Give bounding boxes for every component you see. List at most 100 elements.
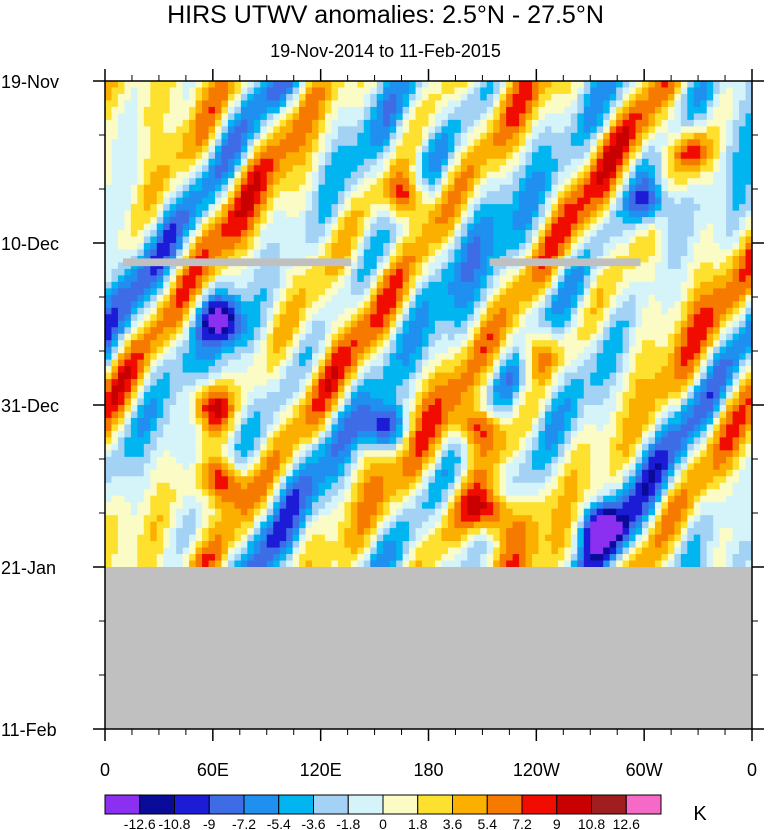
field-cell xyxy=(428,366,436,374)
field-cell xyxy=(596,106,604,114)
field-cell xyxy=(182,236,190,244)
field-cell xyxy=(642,398,650,406)
field-cell xyxy=(441,217,449,225)
field-cell xyxy=(713,145,721,153)
field-cell xyxy=(564,301,572,309)
field-cell xyxy=(389,366,397,374)
field-cell xyxy=(577,320,585,328)
field-cell xyxy=(525,346,533,354)
field-cell xyxy=(460,366,468,374)
field-cell xyxy=(363,333,371,341)
field-cell xyxy=(176,379,184,387)
field-cell xyxy=(208,398,216,406)
field-cell xyxy=(713,81,721,89)
field-cell xyxy=(629,223,637,231)
field-cell xyxy=(409,301,417,309)
field-cell xyxy=(732,268,740,276)
field-cell xyxy=(299,106,307,114)
field-cell xyxy=(532,119,540,127)
field-cell xyxy=(609,353,617,361)
field-cell xyxy=(629,243,637,251)
field-cell xyxy=(318,327,326,335)
field-cell xyxy=(467,249,475,257)
field-cell xyxy=(713,359,721,367)
field-cell xyxy=(389,100,397,108)
field-cell xyxy=(590,288,598,296)
field-cell xyxy=(525,320,533,328)
field-cell xyxy=(331,281,339,289)
field-cell xyxy=(544,145,553,153)
field-cell xyxy=(583,145,591,153)
field-cell xyxy=(441,145,449,153)
field-cell xyxy=(409,210,417,218)
field-cell xyxy=(260,184,268,192)
field-cell xyxy=(305,353,313,361)
field-cell xyxy=(415,281,423,289)
field-cell xyxy=(739,204,747,212)
field-cell xyxy=(654,262,663,270)
field-cell xyxy=(111,100,119,108)
field-cell xyxy=(305,359,313,367)
field-cell xyxy=(182,184,190,192)
field-cell xyxy=(642,392,650,400)
field-cell xyxy=(214,346,223,354)
field-cell xyxy=(667,106,675,114)
field-cell xyxy=(732,119,740,127)
field-cell xyxy=(680,268,688,276)
field-cell xyxy=(111,152,119,160)
field-cell xyxy=(661,262,669,270)
field-cell xyxy=(176,171,184,179)
field-cell xyxy=(337,158,345,166)
field-cell xyxy=(447,327,455,335)
field-cell xyxy=(402,262,410,270)
field-cell xyxy=(622,197,630,205)
field-cell xyxy=(344,327,352,335)
field-cell xyxy=(706,307,714,315)
field-cell xyxy=(143,230,151,238)
field-cell xyxy=(169,327,177,335)
field-cell xyxy=(480,249,488,257)
field-cell xyxy=(544,217,553,225)
field-cell xyxy=(402,197,410,205)
field-cell xyxy=(629,139,637,147)
field-cell xyxy=(324,327,333,335)
field-cell xyxy=(150,230,158,238)
field-cell xyxy=(564,314,572,322)
field-cell xyxy=(642,301,650,309)
field-cell xyxy=(163,184,171,192)
field-cell xyxy=(499,398,507,406)
field-cell xyxy=(312,165,320,173)
field-cell xyxy=(247,392,255,400)
field-cell xyxy=(590,197,598,205)
field-cell xyxy=(292,385,300,393)
field-cell xyxy=(732,106,740,114)
field-cell xyxy=(441,223,449,231)
field-cell xyxy=(512,152,520,160)
field-cell xyxy=(519,346,527,354)
field-cell xyxy=(169,333,177,341)
field-cell xyxy=(642,353,650,361)
field-cell xyxy=(706,165,714,173)
field-cell xyxy=(370,275,378,283)
field-cell xyxy=(383,327,391,335)
field-cell xyxy=(654,152,663,160)
field-cell xyxy=(299,93,307,102)
field-cell xyxy=(415,230,423,238)
field-cell xyxy=(383,171,391,179)
field-cell xyxy=(279,275,287,283)
field-cell xyxy=(117,204,126,212)
field-cell xyxy=(693,249,701,257)
field-cell xyxy=(415,301,423,309)
field-cell xyxy=(467,320,475,328)
field-cell xyxy=(279,281,287,289)
field-cell xyxy=(719,359,727,367)
field-cell xyxy=(590,301,598,309)
field-cell xyxy=(137,132,145,140)
field-cell xyxy=(396,340,404,348)
field-cell xyxy=(726,197,734,205)
field-cell xyxy=(383,366,391,374)
field-cell xyxy=(667,152,675,160)
field-cell xyxy=(506,294,514,302)
field-cell xyxy=(324,106,333,114)
field-cell xyxy=(376,372,384,380)
